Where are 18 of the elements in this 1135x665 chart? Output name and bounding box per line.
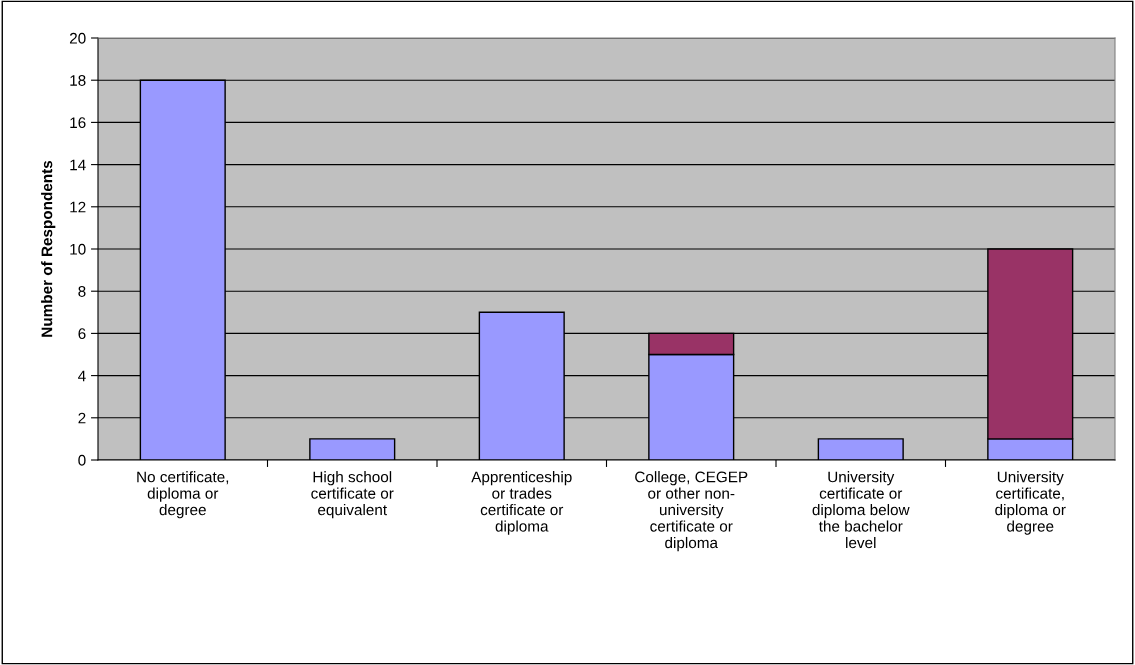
y-tick-label: 14 [70, 159, 86, 171]
y-tick-label: 4 [78, 370, 86, 382]
y-tick-label: 10 [70, 243, 86, 255]
x-tick-label: University certificate, diploma or degree [995, 471, 1066, 535]
y-tick-label: 16 [70, 117, 86, 129]
x-tick-label: University certificate or diploma below the bachelor level [812, 471, 910, 549]
y-tick-label: 12 [70, 201, 86, 213]
y-tick-label: 18 [70, 75, 86, 86]
y-tick-label: 20 [69, 32, 86, 44]
y-tick-label: 6 [78, 328, 86, 340]
x-tick-label: Apprenticeship or trades certificate or diploma [471, 471, 572, 535]
x-tick-label: High school certificate or equivalent [311, 471, 394, 519]
y-tick-label: 8 [78, 286, 86, 297]
x-tick-label: College, CEGEP or other non-university certificate or diploma [635, 471, 748, 552]
y-tick-label: 2 [78, 412, 86, 424]
y-tick-label: 0 [78, 454, 86, 466]
x-tick-label: No certificate, diploma or degree [137, 471, 229, 519]
y-axis-title: Number of Respondents [41, 160, 56, 337]
